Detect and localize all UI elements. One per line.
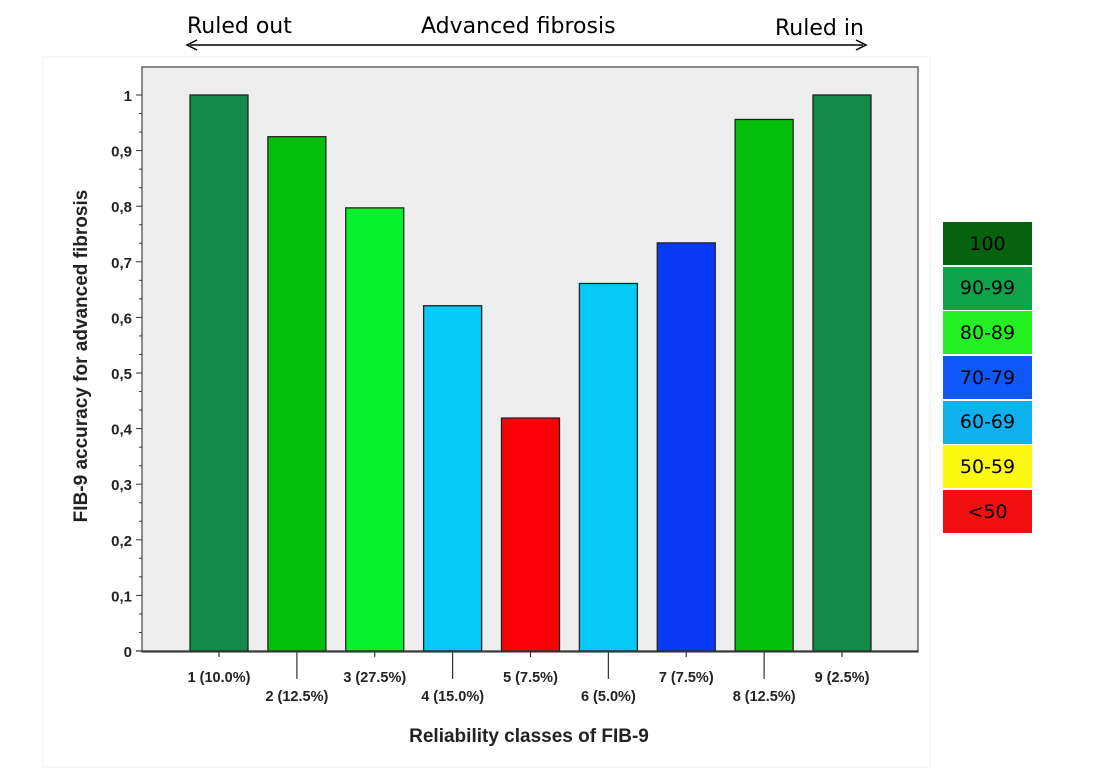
banner: Ruled out Advanced fibrosis Ruled in [0,0,1094,60]
legend-item: 80-89 [943,311,1032,355]
y-tick-label: 0,9 [111,144,132,161]
bar-9 [812,94,872,652]
x-axis-title: Reliability classes of FIB-9 [409,726,649,747]
x-tick-label: 3 (27.5%) [343,670,406,686]
legend-item: 90-99 [943,266,1032,310]
bar-1 [189,94,249,652]
bar-3 [345,207,405,652]
x-tick-label: 5 (7.5%) [503,670,558,686]
legend-item: <50 [943,490,1032,534]
y-tick-label: 1 [124,88,132,105]
bar-5 [500,417,561,652]
bar-8 [734,118,794,652]
bar-2 [267,136,327,652]
advanced-fibrosis-label: Advanced fibrosis [421,14,616,39]
y-tick-label: 0,6 [111,310,132,327]
arrow-right-head [855,39,868,51]
y-tick-label: 0,4 [111,422,133,439]
y-tick-label: 0,3 [111,477,132,494]
color-legend: 100 90-99 80-89 70-79 60-69 50-59 <50 [943,222,1032,535]
x-tick-label: 6 (5.0%) [581,689,636,705]
arrow-left-head [185,39,198,51]
bars [189,94,872,652]
bar-4 [422,305,483,652]
y-tick-label: 0 [124,644,132,661]
legend-item: 70-79 [943,356,1032,400]
x-tick-label: 8 (12.5%) [733,689,796,705]
banner-arrow [185,39,868,51]
x-tick-label: 1 (10.0%) [188,670,251,686]
x-tick-label: 2 (12.5%) [265,689,328,705]
y-tick-label: 0,2 [111,533,132,550]
x-tick-label: 9 (2.5%) [815,670,870,686]
legend-item: 100 [943,222,1032,265]
x-tick-label: 7 (7.5%) [659,670,714,686]
y-axis-ticks: 0 0,1 0,2 0,3 0,4 0,5 0,6 0,7 0,8 0,9 1 [111,88,142,661]
ruled-out-label: Ruled out [187,14,292,39]
y-tick-label: 0,5 [111,366,132,383]
x-tick-labels: 1 (10.0%) 2 (12.5%) 3 (27.5%) 4 (15.0%) 5 (7… [136,650,918,705]
legend-item: 60-69 [943,400,1032,444]
y-axis-title: FIB-9 accuracy for advanced fibrosis [71,190,92,523]
legend-item: 50-59 [943,445,1032,489]
y-tick-label: 0,1 [111,588,132,605]
y-tick-label: 0,7 [111,255,132,272]
x-tick-label: 4 (15.0%) [421,689,484,705]
ruled-in-label: Ruled in [775,16,864,41]
bar-7 [656,242,716,652]
bar-6 [578,282,639,652]
y-tick-label: 0,8 [111,199,132,216]
